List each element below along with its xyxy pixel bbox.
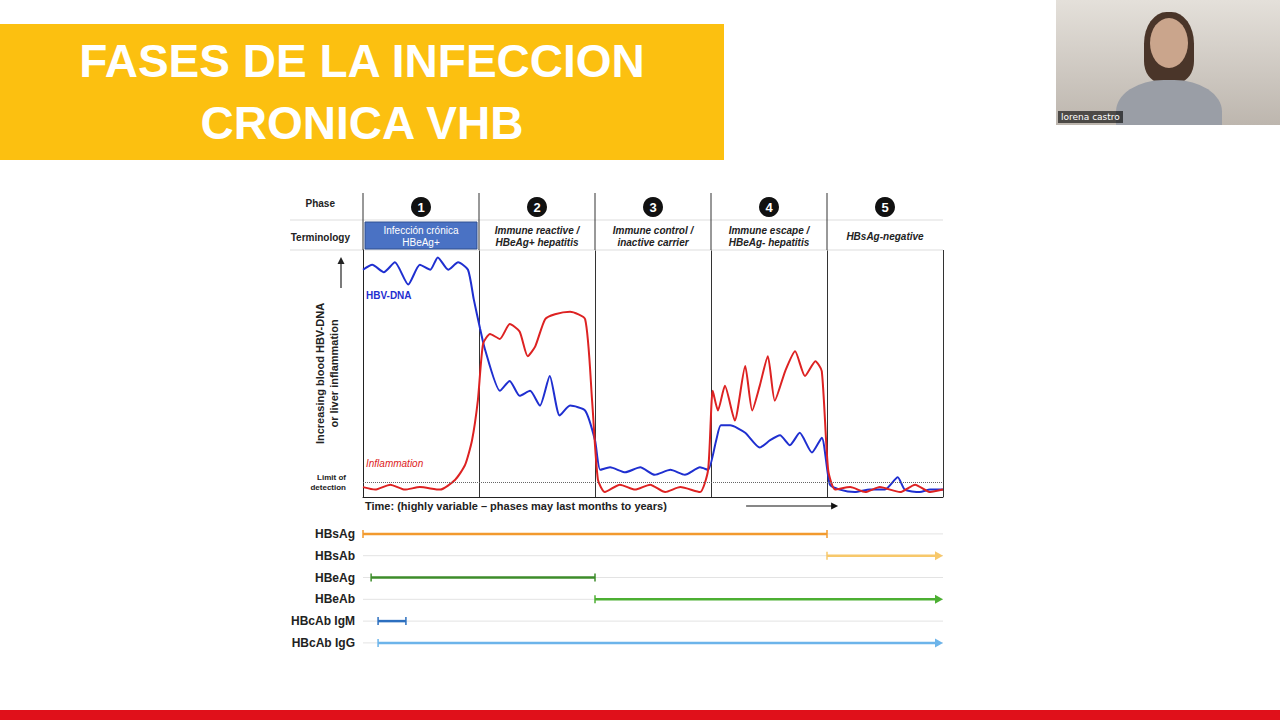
svg-text:HBcAb IgG: HBcAb IgG [292, 636, 355, 650]
svg-text:Phase: Phase [306, 198, 336, 209]
svg-text:HBeAg+ hepatitis: HBeAg+ hepatitis [495, 237, 579, 248]
svg-text:HBsAb: HBsAb [315, 549, 355, 563]
svg-text:inactive carrier: inactive carrier [617, 237, 689, 248]
html-text:FASES DE LA INFECCION CRONICA: FASES DE LA INFECCION CRONICA VHB [79, 35, 645, 149]
svg-text:HBcAb IgM: HBcAb IgM [291, 614, 355, 628]
svg-text:Increasing blood HBV-DNA: Increasing blood HBV-DNA [314, 303, 326, 444]
svg-text:HBeAg: HBeAg [315, 571, 355, 585]
svg-text:HBeAg- hepatitis: HBeAg- hepatitis [729, 237, 810, 248]
svg-text:4: 4 [765, 200, 773, 215]
svg-text:detection: detection [310, 483, 346, 492]
svg-text:HBeAg+: HBeAg+ [402, 237, 440, 248]
svg-text:Immune reactive /: Immune reactive / [495, 225, 581, 236]
svg-text:1: 1 [417, 200, 424, 215]
svg-text:Immune escape /: Immune escape / [729, 225, 811, 236]
html-text:lorena castro: lorena castro [1061, 112, 1120, 122]
svg-text:Infección crónica: Infección crónica [383, 225, 458, 236]
svg-text:2: 2 [533, 200, 540, 215]
svg-text:5: 5 [881, 200, 888, 215]
svg-text:or liver inflammation: or liver inflammation [328, 319, 340, 427]
svg-text:Terminology: Terminology [291, 232, 351, 243]
svg-text:Inflammation: Inflammation [366, 458, 424, 469]
svg-text:HBV-DNA: HBV-DNA [366, 290, 412, 301]
svg-text:HBsAg: HBsAg [315, 527, 355, 541]
svg-text:Time: (highly variable – phase: Time: (highly variable – phases may last… [365, 500, 667, 512]
svg-text:Limit of: Limit of [317, 473, 346, 482]
svg-text:3: 3 [649, 200, 656, 215]
svg-text:HBeAb: HBeAb [315, 592, 355, 606]
svg-text:Immune control /: Immune control / [613, 225, 695, 236]
svg-text:HBsAg-negative: HBsAg-negative [846, 231, 924, 242]
